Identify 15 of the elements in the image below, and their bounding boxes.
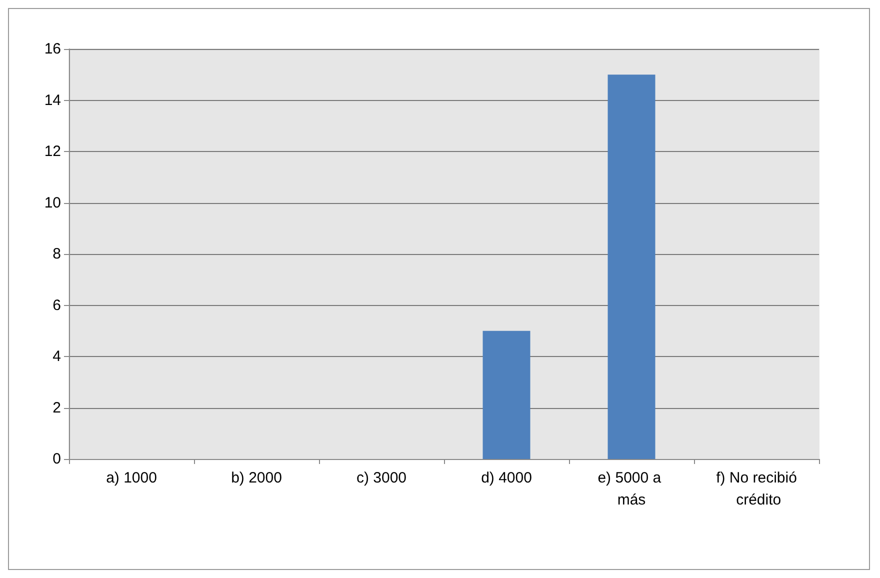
y-tick-label: 6	[52, 296, 61, 314]
y-tick-label: 16	[44, 40, 61, 58]
y-tick-label: 2	[52, 399, 61, 416]
x-tick-label: e) 5000 a más	[598, 470, 666, 508]
x-tick-label: d) 4000	[481, 470, 532, 486]
x-tick-label: a) 1000	[106, 470, 157, 486]
y-tick-label: 10	[44, 194, 61, 212]
x-tick-label: f) No recibió crédito	[716, 470, 797, 508]
x-tick-label: c) 3000	[356, 470, 407, 486]
y-tick-label: 4	[52, 348, 61, 365]
y-tick-label: 0	[52, 450, 61, 468]
y-tick-label: 8	[52, 246, 61, 262]
x-tick-label: b) 2000	[231, 470, 282, 486]
y-tick-label: 14	[44, 92, 61, 109]
y-tick-label: 12	[44, 143, 61, 160]
